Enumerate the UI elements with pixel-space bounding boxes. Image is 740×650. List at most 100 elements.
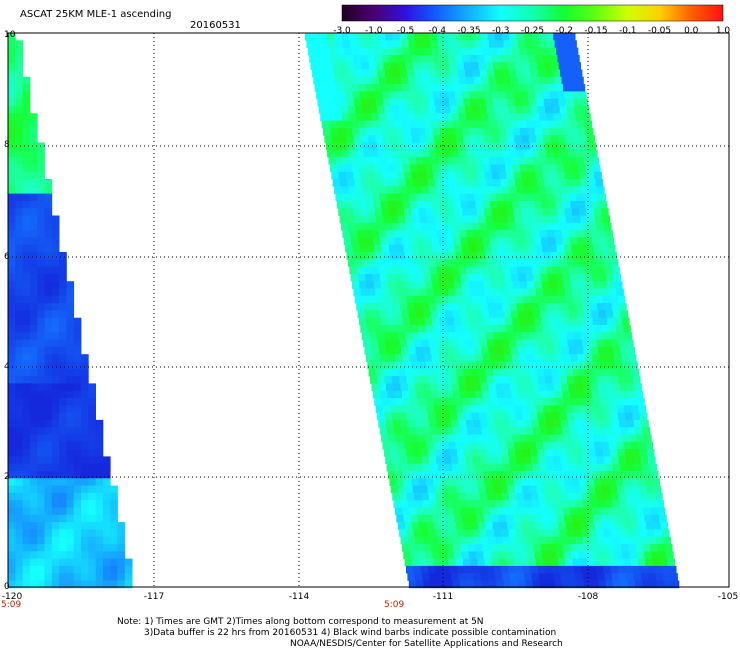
swath-cell: [400, 76, 409, 85]
swath-cell: [530, 69, 539, 78]
swath-cell: [417, 281, 426, 289]
swath-cell: [426, 54, 434, 63]
swath-cell: [531, 419, 540, 428]
swath-cell: [110, 500, 118, 508]
swath-cell: [567, 222, 575, 231]
pass-time-left: 5:09: [1, 600, 22, 610]
swath-cell: [440, 325, 449, 333]
swath-cell: [515, 106, 524, 114]
swath-cell: [585, 127, 594, 136]
swath-cell: [639, 565, 648, 574]
swath-cell: [396, 325, 405, 333]
swath-cell: [622, 434, 630, 443]
swath-cell: [458, 419, 467, 428]
swath-cell: [15, 281, 23, 289]
swath-cell: [641, 536, 650, 545]
swath-cell: [458, 113, 467, 121]
swath-cell: [544, 179, 553, 187]
swath-cell: [59, 514, 67, 523]
swath-cell: [374, 244, 382, 253]
swath-cell: [501, 492, 510, 501]
swath-cell: [417, 434, 426, 443]
swath-cell: [452, 157, 461, 165]
swath-cell: [590, 230, 599, 238]
swath-cell: [388, 398, 397, 406]
swath-cell: [330, 91, 339, 100]
swath-cell: [560, 186, 569, 194]
swath-cell: [462, 514, 470, 523]
swath-cell: [375, 98, 384, 107]
swath-cell: [450, 222, 459, 231]
swath-cell: [446, 471, 455, 479]
swath-cell: [538, 33, 547, 41]
swath-cell: [467, 427, 475, 435]
swath-cell: [599, 200, 608, 209]
swath-cell: [66, 346, 75, 355]
swath-cell: [340, 106, 349, 114]
swath-cell: [346, 135, 354, 143]
swath-cell: [368, 62, 377, 70]
swath-cell: [533, 120, 541, 129]
swath-cell: [15, 492, 23, 501]
swath-cell: [433, 325, 441, 333]
swath-cell: [374, 127, 382, 136]
swath-cell: [374, 325, 383, 333]
swath-cell: [452, 427, 461, 435]
swath-cell: [603, 492, 612, 501]
swath-cell: [44, 565, 53, 574]
swath-cell: [436, 339, 444, 348]
swath-cell: [620, 463, 628, 472]
swath-cell: [553, 383, 562, 392]
swath-cell: [595, 215, 603, 224]
swath-cell: [419, 405, 428, 413]
swath-cell: [548, 84, 556, 92]
swath-cell: [8, 398, 16, 406]
swath-cell: [338, 208, 346, 216]
swath-cell: [51, 244, 60, 253]
swath-cell: [548, 200, 557, 209]
swath-cell: [562, 390, 571, 399]
swath-cell: [338, 54, 347, 63]
swath-cell: [466, 193, 475, 202]
swath-cell: [413, 412, 422, 421]
swath-cell: [66, 544, 75, 552]
swath-cell: [504, 200, 513, 209]
swath-cell: [88, 580, 96, 589]
swath-cell: [468, 281, 477, 289]
swath-cell: [663, 536, 671, 545]
swath-cell: [502, 33, 510, 41]
swath-cell: [464, 295, 472, 304]
swath-cell: [625, 565, 633, 574]
swath-cell: [457, 259, 466, 267]
swath-cell: [15, 565, 23, 574]
swath-cell: [37, 376, 45, 384]
swath-cell: [414, 419, 423, 428]
swath-cell: [390, 98, 399, 107]
swath-cell: [625, 492, 634, 501]
swath-cell: [430, 193, 438, 202]
lon-tick-120: -120: [1, 592, 23, 602]
swath-cell: [550, 54, 558, 63]
swath-cell: [51, 325, 60, 333]
swath-cell: [627, 580, 636, 589]
swath-cell: [401, 463, 409, 472]
swath-cell: [576, 193, 584, 202]
swath-cell: [499, 558, 508, 567]
swath-cell: [530, 565, 538, 574]
swath-cell: [489, 544, 498, 552]
swath-cell: [8, 127, 16, 136]
swath-cell: [558, 332, 567, 340]
swath-cell: [446, 434, 455, 443]
swath-cell: [598, 310, 607, 319]
swath-cell: [629, 514, 638, 523]
swath-cell: [378, 419, 386, 428]
swath-cell: [476, 244, 485, 253]
swath-cell: [66, 500, 75, 508]
swath-cell: [538, 149, 547, 158]
swath-cell: [51, 259, 60, 267]
swath-cell: [393, 500, 402, 508]
swath-cell: [579, 478, 587, 486]
swath-cell: [380, 47, 389, 56]
swath-cell: [605, 463, 614, 472]
swath-cell: [548, 237, 556, 246]
